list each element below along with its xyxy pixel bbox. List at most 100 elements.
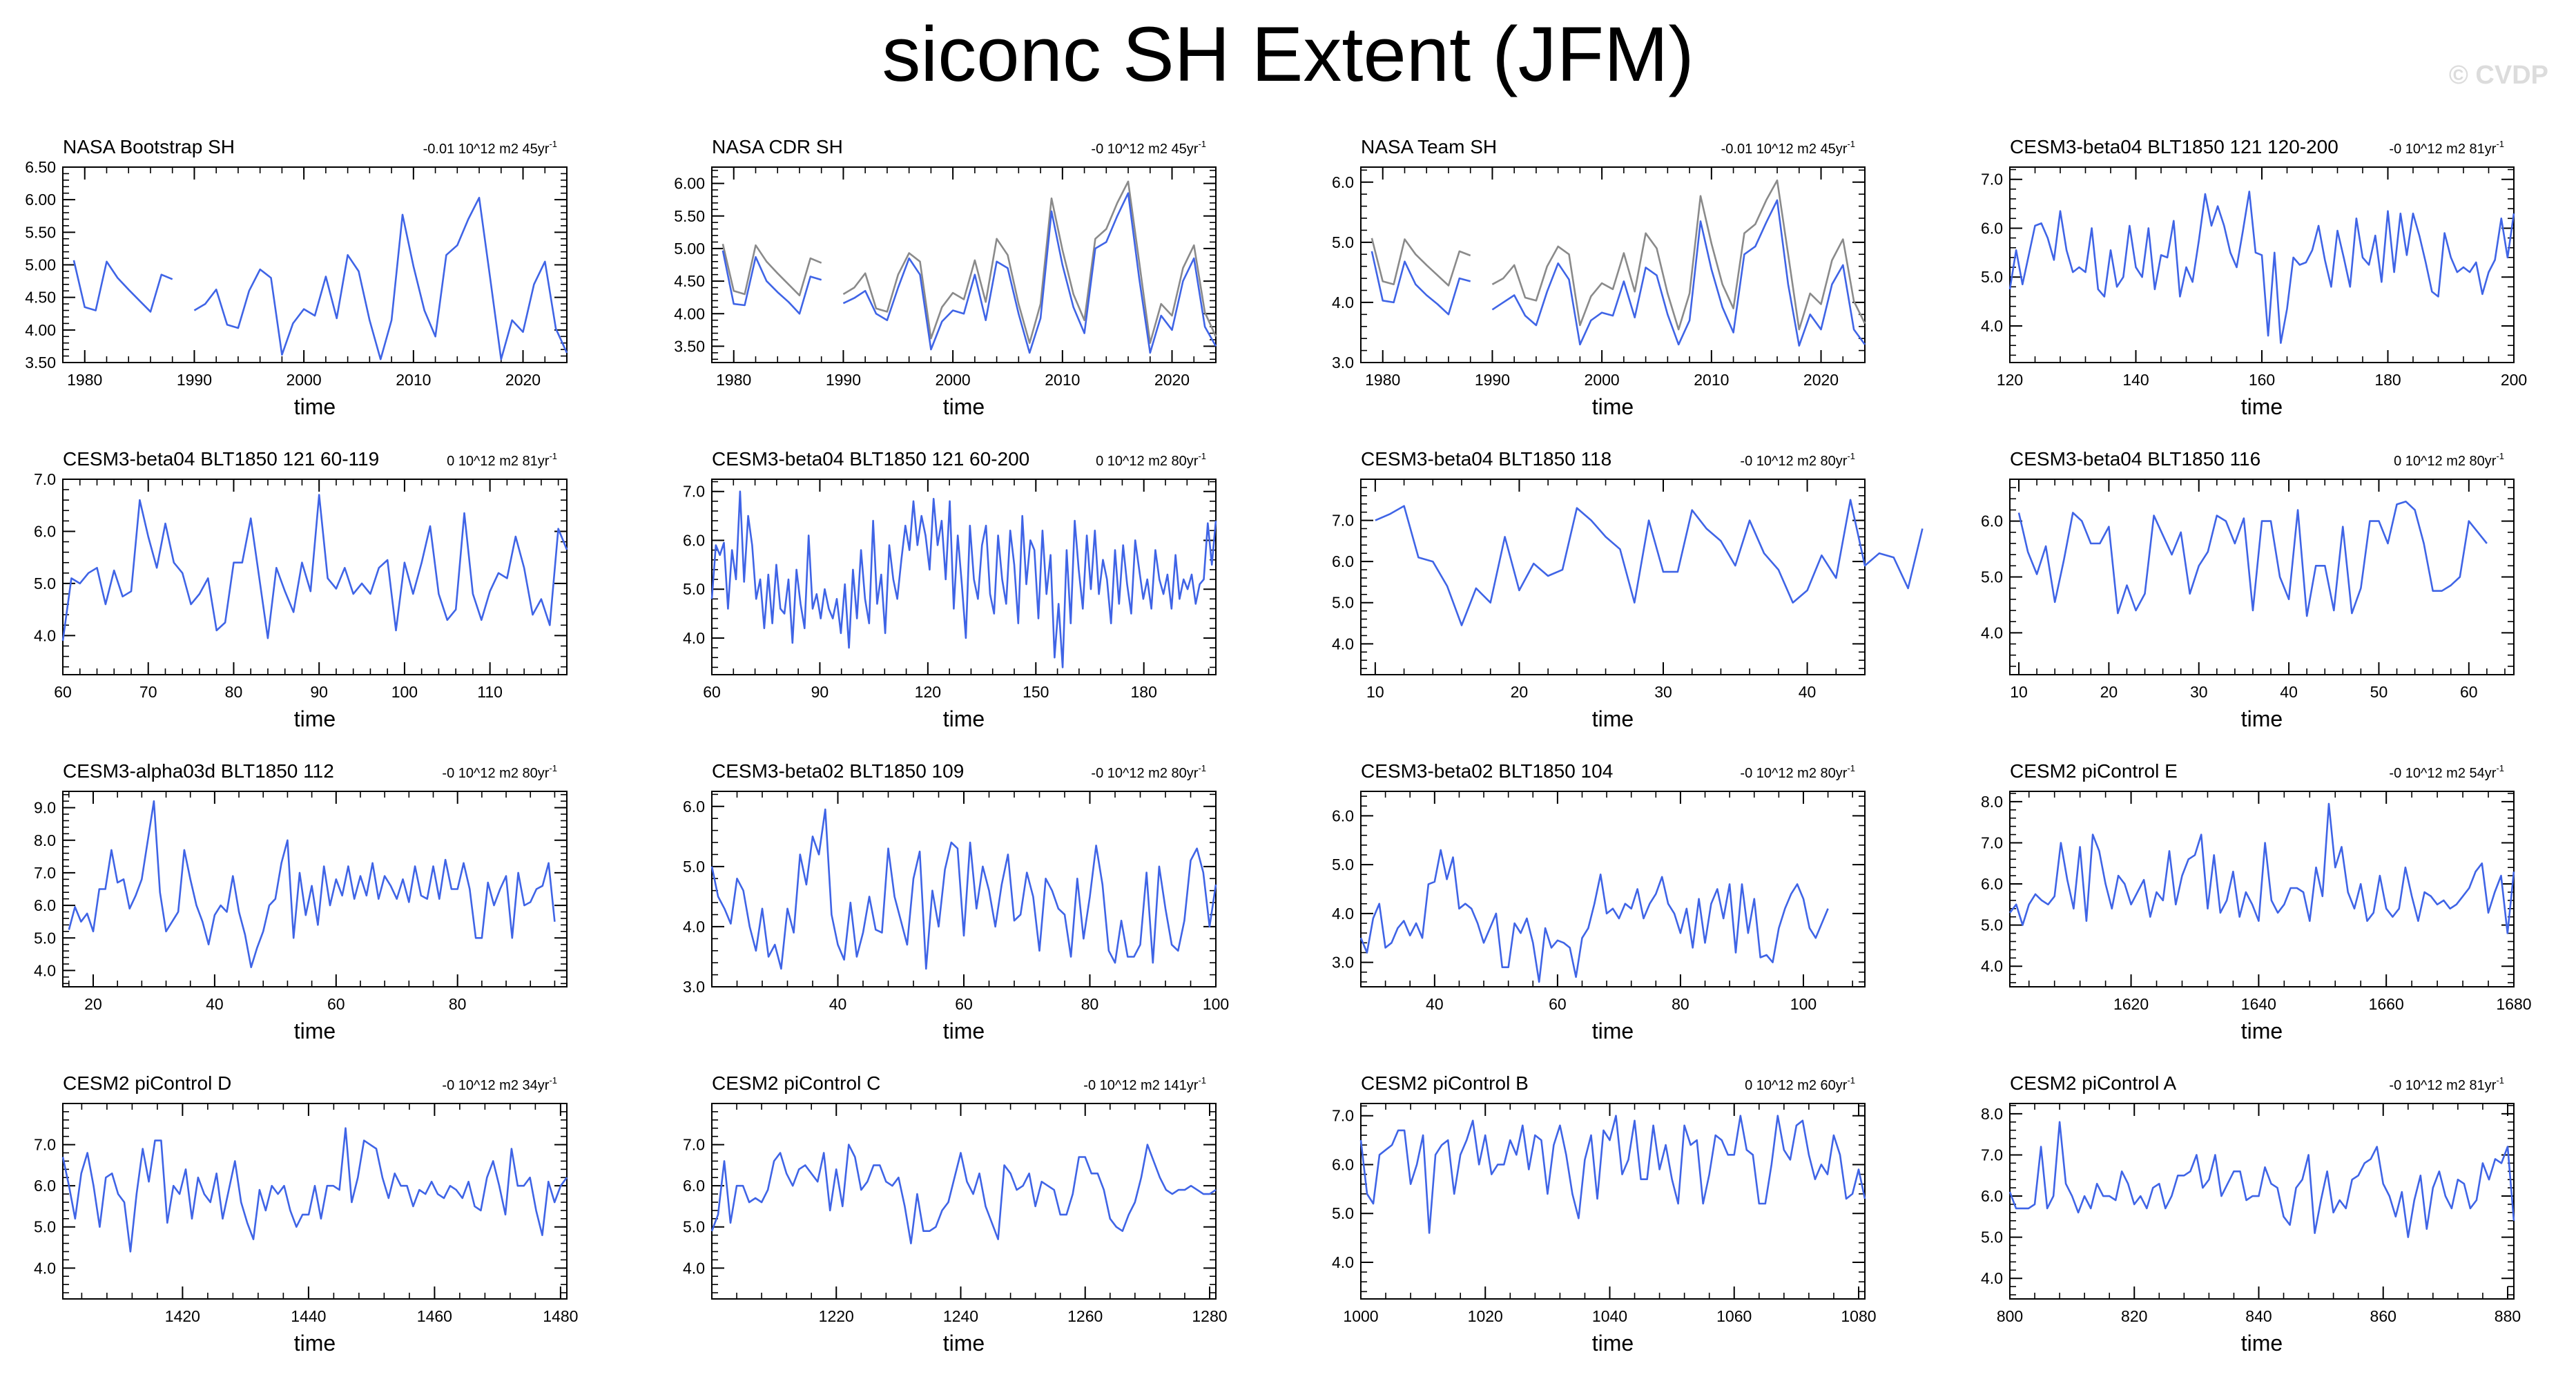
x-tick-label: 1990 — [826, 371, 861, 389]
series-line — [1375, 499, 1924, 626]
plot-frame — [62, 479, 568, 675]
plot-frame — [711, 791, 1217, 987]
trend-label: -0 10^12 m2 54yr-1 — [2389, 763, 2504, 781]
x-tick-label: 100 — [391, 683, 418, 701]
x-tick-label: 860 — [2370, 1307, 2396, 1325]
trend-superscript: -1 — [2496, 763, 2504, 773]
chart-title: CESM2 piControl C — [712, 1072, 880, 1094]
y-tick-label: 7.0 — [34, 864, 56, 882]
chart-title: CESM3-beta04 BLT1850 121 60-200 — [712, 448, 1029, 470]
x-tick-label: 110 — [477, 683, 503, 701]
trend-label: -0 10^12 m2 80yr-1 — [1740, 763, 1855, 781]
chart-panel: 4.0 5.0 6.0 7.0 8.0 800 820 840 860 880 CESM2 piCo… — [1981, 1072, 2521, 1356]
x-tick-label: 60 — [1549, 995, 1567, 1013]
y-tick-label: 5.0 — [1981, 1228, 2003, 1246]
chart-title: CESM2 piControl B — [1361, 1072, 1529, 1094]
y-tick-label: 5.0 — [1981, 568, 2003, 586]
series-line — [68, 800, 556, 968]
series-line — [2008, 802, 2515, 934]
chart-panel: 4.0 5.0 6.0 7.0 8.0 9.0 20 40 60 80 CESM3-alpha03d… — [34, 760, 568, 1043]
x-tick-label: 30 — [1654, 683, 1672, 701]
x-axis-label: time — [294, 394, 336, 419]
trend-label: -0 10^12 m2 81yr-1 — [2389, 1075, 2504, 1093]
plot-frame — [711, 479, 1217, 675]
x-tick-label: 40 — [206, 995, 224, 1013]
chart-title: CESM2 piControl A — [2010, 1072, 2177, 1094]
trend-label: 0 10^12 m2 81yr-1 — [447, 451, 557, 469]
x-tick-label: 40 — [1426, 995, 1444, 1013]
x-axis-label: time — [1592, 706, 1634, 731]
trend-superscript: -1 — [1198, 139, 1206, 149]
chart-title: CESM3-alpha03d BLT1850 112 — [63, 760, 334, 782]
x-tick-label: 2000 — [1585, 371, 1620, 389]
y-tick-label: 4.0 — [1981, 957, 2003, 975]
y-tick-label: 6.0 — [1332, 552, 1354, 570]
y-tick-label: 6.0 — [1981, 875, 2003, 893]
y-tick-label: 8.0 — [34, 831, 56, 849]
plot-frame — [1360, 791, 1866, 987]
y-tick-label: 4.0 — [1332, 635, 1354, 653]
trend-label: -0.01 10^12 m2 45yr-1 — [1721, 139, 1855, 157]
trend-superscript: -1 — [1198, 1075, 1206, 1086]
series-line — [1359, 1115, 1866, 1234]
x-tick-label: 1620 — [2113, 995, 2149, 1013]
page-title: siconc SH Extent (JFM) — [882, 11, 1694, 97]
chart-title: NASA Bootstrap SH — [63, 136, 235, 157]
x-tick-label: 2000 — [287, 371, 322, 389]
y-tick-label: 4.0 — [34, 1259, 56, 1277]
plot-frame — [62, 166, 568, 363]
x-tick-label: 60 — [327, 995, 345, 1013]
x-tick-label: 100 — [1203, 995, 1229, 1013]
x-tick-label: 2010 — [396, 371, 431, 389]
x-tick-label: 70 — [139, 683, 157, 701]
x-tick-label: 100 — [1790, 995, 1817, 1013]
series-line — [1371, 179, 1866, 331]
trend-superscript: -1 — [1198, 763, 1206, 773]
plot-frame — [711, 166, 1217, 363]
trend-superscript: -1 — [1847, 139, 1855, 149]
y-tick-label: 5.0 — [683, 580, 705, 598]
x-tick-label: 60 — [54, 683, 72, 701]
y-tick-label: 4.50 — [25, 289, 56, 307]
series-line — [722, 192, 1217, 354]
chart-panel: 4.0 5.0 6.0 7.0 1420 1440 1460 1480 CESM2 piCont… — [34, 1072, 578, 1356]
x-tick-label: 60 — [703, 683, 721, 701]
chart-title: CESM3-beta02 BLT1850 109 — [712, 760, 964, 782]
x-tick-label: 2020 — [1803, 371, 1839, 389]
x-tick-label: 20 — [2100, 683, 2118, 701]
series-line — [72, 197, 568, 360]
x-axis-label: time — [943, 1331, 985, 1356]
x-tick-label: 30 — [2190, 683, 2208, 701]
y-tick-label: 5.0 — [1332, 233, 1354, 251]
trend-superscript: -1 — [1847, 451, 1855, 461]
y-tick-label: 8.0 — [1981, 793, 2003, 811]
watermark: © CVDP — [2448, 61, 2548, 90]
chart-panel: 3.50 4.00 4.50 5.00 5.50 6.00 6.50 1980 1990 2000… — [25, 136, 568, 419]
plot-frame — [1360, 479, 1866, 675]
trend-label: -0 10^12 m2 80yr-1 — [1740, 451, 1855, 469]
y-tick-label: 6.0 — [34, 522, 56, 540]
y-tick-label: 7.0 — [1981, 171, 2003, 189]
trend-superscript: -1 — [2496, 139, 2504, 149]
y-tick-label: 6.0 — [1981, 219, 2003, 237]
x-tick-label: 2010 — [1045, 371, 1080, 389]
trend-superscript: -1 — [549, 763, 557, 773]
y-tick-label: 4.0 — [1332, 905, 1354, 923]
x-axis-label: time — [2241, 1019, 2283, 1043]
chart-title: NASA CDR SH — [712, 136, 843, 157]
x-tick-label: 1260 — [1067, 1307, 1103, 1325]
y-tick-label: 5.0 — [1332, 1204, 1354, 1222]
y-tick-label: 7.0 — [683, 483, 705, 501]
plot-frame — [1360, 1103, 1866, 1300]
trend-label: -0 10^12 m2 80yr-1 — [442, 763, 557, 781]
x-tick-label: 1980 — [716, 371, 751, 389]
y-tick-label: 7.0 — [34, 470, 56, 488]
chart-panel: 4.0 5.0 6.0 7.0 8.0 1620 1640 1660 1680 CESM2 piC… — [1981, 760, 2532, 1043]
x-tick-label: 90 — [811, 683, 829, 701]
y-tick-label: 4.00 — [674, 305, 705, 322]
x-tick-label: 80 — [449, 995, 467, 1013]
series-line — [710, 1144, 1217, 1244]
y-tick-label: 6.0 — [683, 531, 705, 549]
x-tick-label: 40 — [1799, 683, 1817, 701]
y-tick-label: 6.0 — [1332, 173, 1354, 191]
